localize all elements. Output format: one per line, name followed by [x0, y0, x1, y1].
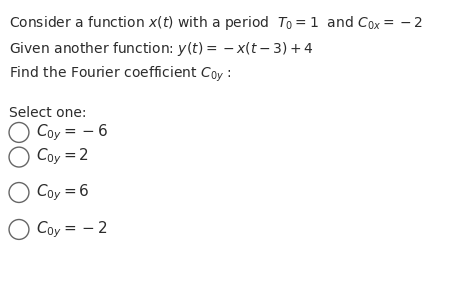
Text: Select one:: Select one:: [9, 106, 86, 120]
Text: Consider a function $x(t)$ with a period  $T_0 = 1$  and $C_{0x} = -2$: Consider a function $x(t)$ with a period…: [9, 14, 422, 32]
Text: $C_{0y} = -6$: $C_{0y} = -6$: [36, 122, 108, 143]
Text: $C_{0y} = -2$: $C_{0y} = -2$: [36, 219, 108, 240]
Text: $C_{0y} = 2$: $C_{0y} = 2$: [36, 147, 89, 167]
Text: $C_{0y} = 6$: $C_{0y} = 6$: [36, 182, 90, 203]
Text: Given another function: $y(t) = -x(t-3)+4$: Given another function: $y(t) = -x(t-3)+…: [9, 40, 313, 58]
Text: Find the Fourier coefficient $C_{0y}$ :: Find the Fourier coefficient $C_{0y}$ :: [9, 65, 231, 84]
